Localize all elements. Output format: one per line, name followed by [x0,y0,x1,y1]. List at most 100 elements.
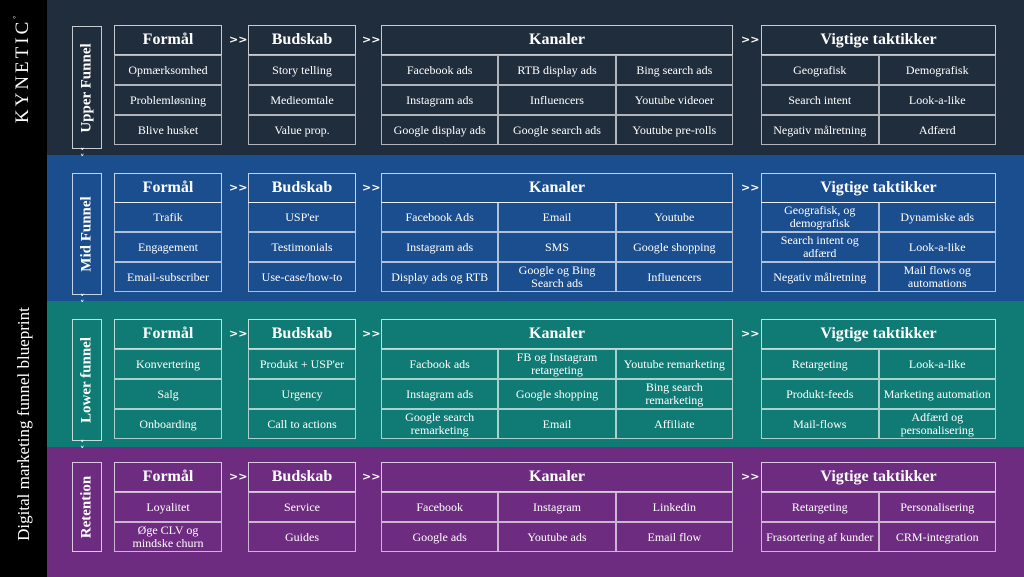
taktikker-cell: Negativ målretning [761,115,879,145]
budskab-cell: Service [248,492,356,522]
formaal-cell: Opmærksomhed [114,55,222,85]
kanaler-cell: RTB display ads [498,55,616,85]
taktikker-cell: Adfærd [878,115,996,145]
arrow-icon: >> [229,470,248,483]
header-taktikker: Vigtige taktikker [761,173,996,203]
arrow-icon: >> [741,181,760,194]
stage-label-upper-funnel: Upper Funnel [72,26,102,149]
header-budskab: Budskab [248,462,356,492]
kanaler-cell: Youtube [615,202,733,232]
kanaler-cell: Google shopping [615,232,733,262]
kanaler-cell: Google search ads [498,115,616,145]
header-budskab: Budskab [248,173,356,203]
arrow-icon: >> [362,470,381,483]
down-chevron-icon: ˅ ˅ [80,148,85,164]
kanaler-cell: Google search remarketing [381,409,499,439]
taktikker-cell: Retargeting [761,492,879,522]
kanaler-cell: Facebook ads [381,55,499,85]
chevron-down-icon: ˅ [80,300,85,310]
taktikker-cell: Demografisk [878,55,996,85]
header-formaal: Formål [114,173,222,203]
header-budskab: Budskab [248,319,356,349]
budskab-cell: Testimonials [248,232,356,262]
arrow-icon: >> [741,33,760,46]
chevron-down-icon: ˅ [80,440,85,450]
arrow-icon: >> [229,181,248,194]
header-kanaler: Kanaler [381,173,733,203]
arrow-icon: >> [229,327,248,340]
kanaler-cell: Instagram ads [381,379,499,409]
taktikker-cell: Geografisk, og demografisk [761,202,879,232]
arrow-icon: >> [741,470,760,483]
header-taktikker: Vigtige taktikker [761,319,996,349]
kanaler-cell: Facbook ads [381,349,499,379]
taktikker-cell: Search intent og adfærd [761,232,879,262]
budskab-cell: Story telling [248,55,356,85]
stage-name: Retention [78,475,95,539]
formaal-cell: Salg [114,379,222,409]
kanaler-cell: Youtube ads [498,522,616,552]
kanaler-cell: Youtube remarketing [615,349,733,379]
header-taktikker: Vigtige taktikker [761,25,996,55]
formaal-cell: Problemløsning [114,85,222,115]
kanaler-cell: Facebook Ads [381,202,499,232]
down-chevron-icon: ˅ ˅ [80,294,85,310]
taktikker-cell: Produkt-feeds [761,379,879,409]
kanaler-cell: Google og Bing Search ads [498,262,616,292]
taktikker-cell: Retargeting [761,349,879,379]
band-lower-funnel [47,301,1024,447]
taktikker-cell: Dynamiske ads [878,202,996,232]
chevron-down-icon: ˅ [80,446,85,456]
taktikker-cell: Marketing automation [878,379,996,409]
kanaler-cell: Display ads og RTB [381,262,499,292]
kanaler-cell: Email flow [615,522,733,552]
arrow-icon: >> [362,33,381,46]
budskab-cell: USP'er [248,202,356,232]
header-formaal: Formål [114,462,222,492]
kanaler-cell: Youtube videoer [615,85,733,115]
budskab-cell: Guides [248,522,356,552]
budskab-cell: Value prop. [248,115,356,145]
taktikker-cell: Negativ målretning [761,262,879,292]
taktikker-cell: Geografisk [761,55,879,85]
taktikker-cell: Look-a-like [878,349,996,379]
page-subtitle: Digital marketing funnel blueprint [14,307,33,541]
taktikker-cell: Look-a-like [878,232,996,262]
taktikker-cell: Personalisering [878,492,996,522]
taktikker-cell: Adfærd og personalisering [878,409,996,439]
formaal-cell: Onboarding [114,409,222,439]
stage-name: Upper Funnel [78,42,95,133]
kanaler-cell: Instagram ads [381,232,499,262]
budskab-cell: Urgency [248,379,356,409]
budskab-cell: Medieomtale [248,85,356,115]
header-budskab: Budskab [248,25,356,55]
formaal-cell: Loyalitet [114,492,222,522]
formaal-cell: Trafik [114,202,222,232]
kanaler-cell: Linkedin [615,492,733,522]
kanaler-cell: Google display ads [381,115,499,145]
stage-label-mid-funnel: Mid Funnel [72,173,102,295]
kanaler-cell: Influencers [615,262,733,292]
header-formaal: Formål [114,25,222,55]
kanaler-cell: FB og Instagram retargeting [498,349,616,379]
formaal-cell: Email-subscriber [114,262,222,292]
kanaler-cell: Youtube pre-rolls [615,115,733,145]
stage-label-retention: Retention [72,462,102,552]
budskab-cell: Call to actions [248,409,356,439]
header-formaal: Formål [114,319,222,349]
taktikker-cell: CRM-integration [878,522,996,552]
kanaler-cell: Bing search ads [615,55,733,85]
arrow-icon: >> [229,33,248,46]
kanaler-cell: Instagram [498,492,616,522]
taktikker-cell: Mail flows og automations [878,262,996,292]
arrow-icon: >> [741,327,760,340]
kanaler-cell: SMS [498,232,616,262]
formaal-cell: Øge CLV og mindske churn [114,522,222,552]
chevron-down-icon: ˅ [80,294,85,304]
chevron-down-icon: ˅ [80,148,85,158]
kanaler-cell: Affiliate [615,409,733,439]
stage-label-lower-funnel: Lower funnel [72,319,102,441]
kanaler-cell: Google shopping [498,379,616,409]
band-mid-funnel [47,155,1024,301]
kanaler-cell: Google ads [381,522,499,552]
